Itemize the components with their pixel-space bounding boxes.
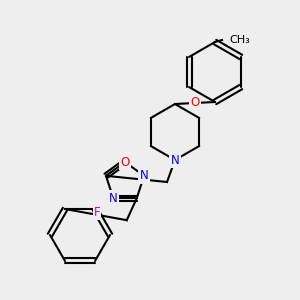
- Text: N: N: [171, 154, 179, 166]
- Text: F: F: [94, 206, 100, 218]
- Text: N: N: [140, 169, 148, 182]
- Text: N: N: [109, 192, 118, 205]
- Text: CH₃: CH₃: [229, 35, 250, 45]
- Text: O: O: [190, 97, 200, 110]
- Text: O: O: [120, 155, 130, 169]
